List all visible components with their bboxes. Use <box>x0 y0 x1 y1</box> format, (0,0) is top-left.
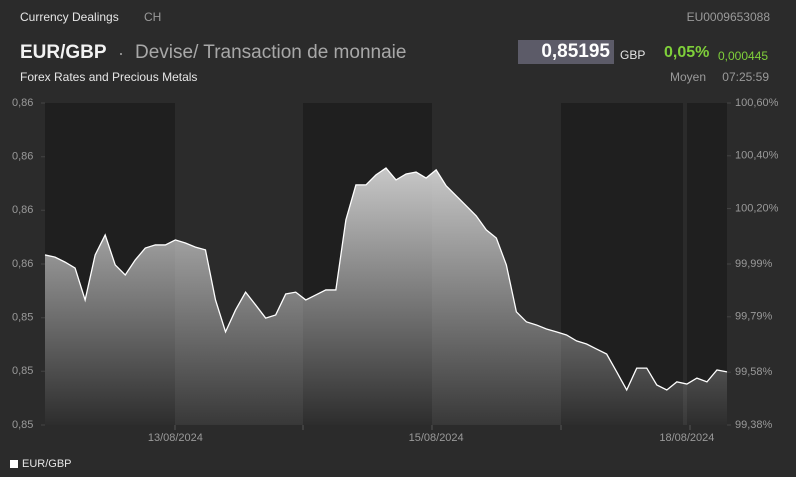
y2-tick-label: 99,79% <box>735 311 773 323</box>
y2-tick-label: 99,58% <box>735 366 773 378</box>
y-tick-label: 0,86 <box>12 151 33 163</box>
subtitle: Forex Rates and Precious Metals <box>20 70 198 84</box>
change: 0,000445 <box>718 49 769 63</box>
y2-tick-label: 99,99% <box>735 258 773 270</box>
symbol: EUR/GBP <box>20 42 107 63</box>
y2-tick-label: 100,60% <box>735 97 779 109</box>
price-box <box>518 40 614 64</box>
legend-label: EUR/GBP <box>22 458 72 470</box>
chart: 0,85 0,85 0,85 0,86 0,86 0,86 0,86 99,38% 99,58%… <box>10 97 779 470</box>
y2-tick-label: 99,38% <box>735 419 773 431</box>
y-tick-label: 0,85 <box>12 312 33 324</box>
x-tick-label: 15/08/2024 <box>409 432 464 444</box>
price-type: Moyen <box>670 70 707 84</box>
price: 0,85195 <box>541 41 610 62</box>
country: CH <box>144 10 162 24</box>
currency: GBP <box>620 48 646 62</box>
x-tick-label: 18/08/2024 <box>659 432 714 444</box>
separator: · <box>118 43 124 63</box>
change-pct: 0,05% <box>664 44 710 61</box>
y-tick-label: 0,86 <box>12 97 33 109</box>
category: Currency Dealings <box>20 10 119 24</box>
x-tick-label: 13/08/2024 <box>148 432 203 444</box>
description: Devise/ Transaction de monnaie <box>135 42 407 63</box>
isin: EU0009653088 <box>686 10 770 24</box>
area <box>45 168 727 425</box>
line <box>44 167 728 392</box>
y2-tick-label: 100,40% <box>735 150 779 162</box>
y-tick-label: 0,85 <box>12 419 33 431</box>
legend-swatch <box>10 460 18 468</box>
y2-tick-label: 100,20% <box>735 202 779 214</box>
y-tick-label: 0,86 <box>12 258 33 270</box>
y-tick-label: 0,86 <box>12 204 33 216</box>
time: 07:25:59 <box>722 70 769 84</box>
y-tick-label: 0,85 <box>12 365 33 377</box>
